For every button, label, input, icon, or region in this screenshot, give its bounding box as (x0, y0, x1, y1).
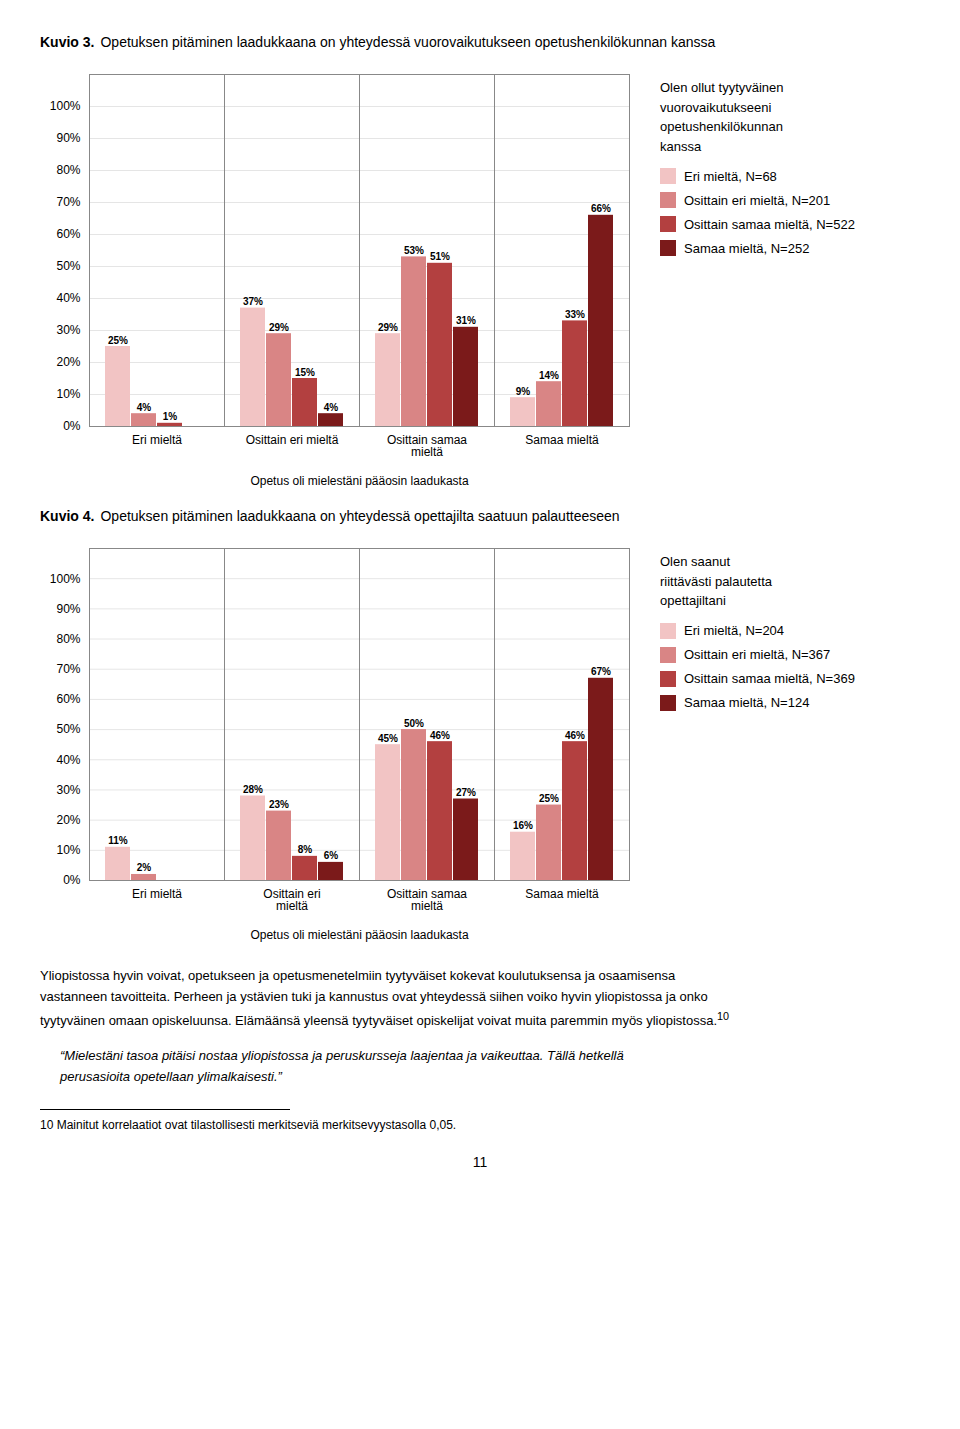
svg-text:1%: 1% (163, 411, 178, 422)
svg-text:25%: 25% (539, 793, 559, 804)
svg-text:70%: 70% (56, 195, 80, 209)
svg-text:Osittain erimieltä: Osittain erimieltä (263, 887, 320, 913)
svg-text:28%: 28% (243, 784, 263, 795)
html-text:Kuvio 3. Opetuksen pitäminen l: Kuvio 3. Opetuksen pitäminen laadukkaana… (40, 34, 716, 50)
svg-text:4%: 4% (137, 402, 152, 413)
svg-text:11%: 11% (108, 835, 128, 846)
svg-text:53%: 53% (404, 245, 424, 256)
html-text:Osittain samaa mieltä, N=522: Osittain samaa mieltä, N=522 (684, 216, 855, 232)
html-text:Osittain eri mieltä, N=201: Osittain eri mieltä, N=201 (684, 192, 831, 208)
svg-text:27%: 27% (456, 787, 476, 798)
svg-text:16%: 16% (513, 820, 533, 831)
svg-text:Osittain eri mieltä: Osittain eri mieltä (246, 433, 339, 447)
html-text:Eri mieltä, N=204: Eri mieltä, N=204 (684, 623, 785, 638)
svg-text:25%: 25% (108, 335, 128, 346)
svg-text:Eri mieltä: Eri mieltä (132, 433, 182, 447)
svg-text:Osittain samaamieltä: Osittain samaamieltä (387, 433, 467, 459)
svg-text:14%: 14% (539, 370, 559, 381)
html-text:Eri mieltä, N=68: Eri mieltä, N=68 (684, 168, 777, 184)
svg-text:Opetus oli mielestäni pääosin: Opetus oli mielestäni pääosin laadukasta (250, 928, 468, 942)
svg-text:46%: 46% (565, 730, 585, 741)
svg-text:37%: 37% (243, 296, 263, 307)
svg-text:8%: 8% (298, 844, 313, 855)
svg-text:29%: 29% (269, 322, 289, 333)
svg-text:20%: 20% (56, 355, 80, 369)
svg-text:60%: 60% (56, 227, 80, 241)
html-text:Osittain samaa mieltä, N=369: Osittain samaa mieltä, N=369 (684, 671, 855, 686)
svg-text:0%: 0% (63, 419, 81, 433)
svg-text:6%: 6% (324, 850, 339, 861)
html-text:Samaa mieltä, N=124: Samaa mieltä, N=124 (684, 695, 810, 710)
svg-text:30%: 30% (56, 323, 80, 337)
svg-text:100%: 100% (50, 99, 81, 113)
svg-text:50%: 50% (404, 718, 424, 729)
svg-text:4%: 4% (324, 402, 339, 413)
svg-text:80%: 80% (56, 163, 80, 177)
html-text:Kuvio 4. Opetuksen pitäminen l: Kuvio 4. Opetuksen pitäminen laadukkaana… (40, 508, 620, 524)
svg-text:51%: 51% (430, 251, 450, 262)
svg-text:15%: 15% (295, 367, 315, 378)
svg-text:31%: 31% (456, 315, 476, 326)
svg-text:67%: 67% (591, 666, 611, 677)
svg-text:29%: 29% (378, 322, 398, 333)
svg-text:23%: 23% (269, 799, 289, 810)
svg-text:70%: 70% (56, 662, 80, 676)
svg-text:0%: 0% (63, 873, 81, 887)
svg-text:40%: 40% (56, 291, 80, 305)
svg-text:66%: 66% (591, 203, 611, 214)
html-text:10 Mainitut korrelaatiot ovat: 10 Mainitut korrelaatiot ovat tilastolli… (40, 1118, 457, 1133)
svg-text:33%: 33% (565, 309, 585, 320)
svg-text:46%: 46% (430, 730, 450, 741)
html-text:11: 11 (472, 1154, 488, 1171)
svg-text:45%: 45% (378, 733, 398, 744)
html-text:Olen ollut tyytyväinen vuorova: Olen ollut tyytyväinen vuorovaikutukseen… (660, 80, 784, 154)
svg-text:Samaa mieltä: Samaa mieltä (525, 887, 599, 901)
svg-text:Eri mieltä: Eri mieltä (132, 887, 182, 901)
svg-text:30%: 30% (56, 783, 80, 797)
html-text:vastanneen tavoitteita. Perhee: vastanneen tavoitteita. Perheen ja ystäv… (40, 988, 708, 1004)
svg-text:40%: 40% (56, 753, 80, 767)
html-text:Yliopistossa hyvin voivat, ope: Yliopistossa hyvin voivat, opetukseen ja… (40, 968, 676, 983)
svg-text:Samaa mieltä: Samaa mieltä (525, 433, 599, 447)
svg-text:20%: 20% (56, 813, 80, 827)
html-text:perusasioita opetellaan ylimal: perusasioita opetellaan ylimalkaisesti.” (60, 1068, 282, 1084)
svg-text:9%: 9% (516, 386, 531, 397)
html-text:tyytyväinen omaan opiskeluunsa: tyytyväinen omaan opiskeluunsa. Elämääns… (40, 1009, 730, 1028)
html-text:Samaa mieltä, N=252: Samaa mieltä, N=252 (684, 240, 810, 256)
svg-text:50%: 50% (56, 722, 80, 736)
html-text:“Mielestäni tasoa pitäisi nost: “Mielestäni tasoa pitäisi nostaa yliopis… (60, 1047, 624, 1063)
svg-text:90%: 90% (56, 602, 80, 616)
svg-text:Opetus oli mielestäni pääosin: Opetus oli mielestäni pääosin laadukasta (250, 474, 468, 488)
svg-text:80%: 80% (56, 632, 80, 646)
svg-text:10%: 10% (56, 843, 80, 857)
html-text:Olen saanut riittävästi palaut: Olen saanut riittävästi palautetta opett… (660, 554, 772, 608)
svg-text:10%: 10% (56, 387, 80, 401)
html-text:Osittain eri mieltä, N=367: Osittain eri mieltä, N=367 (684, 647, 831, 662)
svg-text:Osittain samaamieltä: Osittain samaamieltä (387, 887, 467, 913)
svg-text:100%: 100% (50, 572, 81, 586)
svg-text:60%: 60% (56, 692, 80, 706)
svg-text:90%: 90% (56, 131, 80, 145)
svg-text:50%: 50% (56, 259, 80, 273)
svg-text:2%: 2% (137, 862, 152, 873)
